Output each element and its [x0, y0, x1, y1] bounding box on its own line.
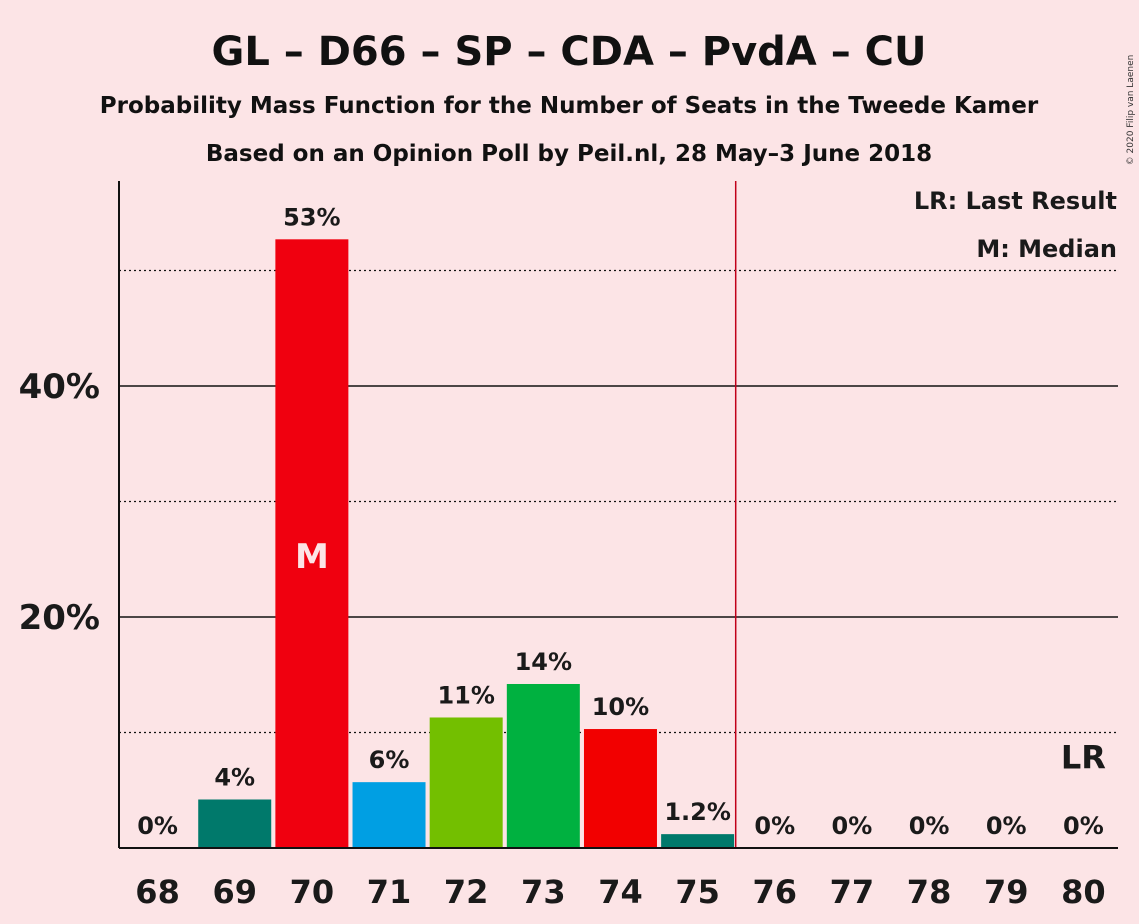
x-tick-label: 74: [598, 873, 643, 911]
data-label-77: 0%: [832, 812, 873, 840]
bar-74: [583, 729, 657, 848]
y-tick-label: 40%: [19, 367, 100, 407]
data-label-73: 14%: [515, 648, 572, 676]
copyright-notice: © 2020 Filip van Laenen: [1126, 55, 1136, 166]
legend-last-result: LR: Last Result: [914, 187, 1117, 215]
data-label-80: 0%: [1063, 812, 1104, 840]
x-tick-label: 72: [444, 873, 489, 911]
bar-72: [429, 717, 503, 848]
bars: [198, 239, 735, 848]
data-label-75: 1.2%: [664, 798, 731, 826]
x-tick-label: 69: [212, 873, 257, 911]
chart-subtitle: Probability Mass Function for the Number…: [100, 93, 1039, 119]
data-label-72: 11%: [437, 681, 494, 709]
bar-71: [352, 782, 426, 848]
data-label-76: 0%: [754, 812, 795, 840]
y-axis: 20% 40%: [19, 181, 120, 848]
x-tick-label: 71: [367, 873, 412, 911]
data-label-68: 0%: [137, 812, 178, 840]
x-tick-label: 73: [521, 873, 566, 911]
x-tick-label: 70: [290, 873, 335, 911]
data-label-79: 0%: [986, 812, 1027, 840]
x-tick-label: 80: [1061, 873, 1106, 911]
bar-69: [198, 799, 272, 848]
chart-title: GL – D66 – SP – CDA – PvdA – CU: [212, 29, 927, 75]
data-label-71: 6%: [369, 746, 410, 774]
chart-source: Based on an Opinion Poll by Peil.nl, 28 …: [206, 141, 932, 167]
data-label-74: 10%: [592, 693, 649, 721]
data-labels: 0% 4% 53% 6% 11% 14% 10% 1.2% 0% 0% 0% 0% 0% M LR: [137, 203, 1106, 840]
data-label-70: 53%: [283, 203, 340, 231]
x-tick-label: 75: [675, 873, 720, 911]
data-label-69: 4%: [214, 763, 255, 791]
legend-median: M: Median: [976, 235, 1117, 263]
x-tick-label: 68: [135, 873, 180, 911]
x-tick-label: 76: [753, 873, 798, 911]
x-tick-label: 78: [907, 873, 952, 911]
data-label-78: 0%: [909, 812, 950, 840]
last-result-marker: LR: [1061, 738, 1106, 776]
bar-75: [661, 834, 735, 848]
bar-70: [275, 239, 349, 848]
x-axis: 68 69 70 71 72 73 74 75 76 77 78 79 80: [119, 847, 1118, 911]
x-tick-label: 77: [830, 873, 875, 911]
y-tick-label: 20%: [19, 598, 100, 638]
x-tick-label: 79: [984, 873, 1029, 911]
gridlines: [119, 269, 1118, 734]
bar-73: [506, 683, 580, 848]
median-marker: M: [295, 537, 329, 577]
